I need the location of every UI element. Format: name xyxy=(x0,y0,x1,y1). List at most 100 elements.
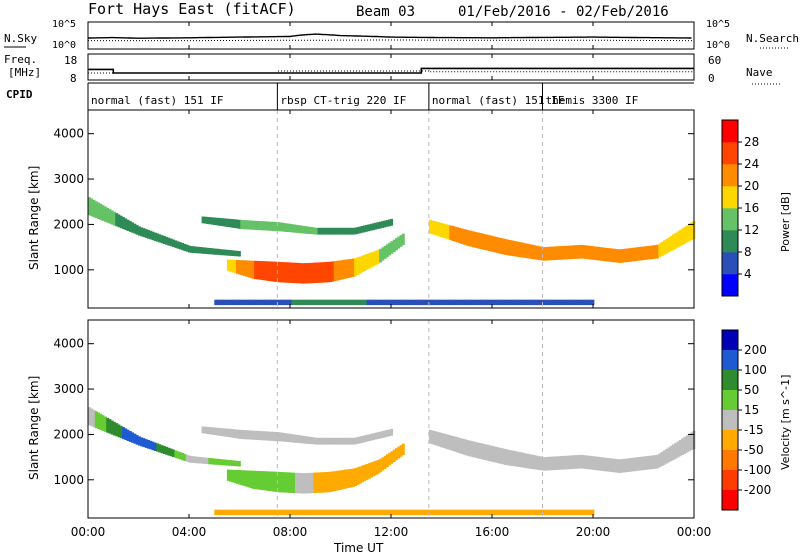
data-cell xyxy=(488,235,491,252)
data-cell xyxy=(290,224,294,233)
data-cell xyxy=(452,299,456,306)
data-cell xyxy=(357,509,361,516)
data-cell xyxy=(219,428,223,436)
data-cell xyxy=(548,299,552,306)
data-cell xyxy=(402,509,406,516)
data-cell xyxy=(535,455,539,470)
data-cell xyxy=(391,299,395,306)
data-cell xyxy=(347,259,351,278)
data-cell xyxy=(660,241,664,256)
data-cell xyxy=(231,219,235,228)
data-cell xyxy=(380,509,383,516)
data-cell xyxy=(580,299,583,306)
data-cell xyxy=(286,262,289,283)
cpid-boundary-lines xyxy=(276,110,543,518)
data-cell xyxy=(510,240,514,256)
data-cell xyxy=(503,239,507,255)
data-cell xyxy=(388,452,392,466)
data-cell xyxy=(583,245,587,259)
data-cell xyxy=(451,226,455,241)
nsearch-tick-top: 10^5 xyxy=(706,19,730,30)
data-cell xyxy=(433,431,437,445)
data-cell xyxy=(441,299,445,306)
nave-label: Nave xyxy=(746,66,773,79)
data-cell xyxy=(503,449,507,465)
power-colorbar: 4 8 12 16 20 24 28 xyxy=(721,119,759,297)
velocity-colorbar-tick-label: 200 xyxy=(744,343,767,357)
data-cell xyxy=(215,217,219,226)
data-cell xyxy=(374,222,378,230)
data-cell xyxy=(249,260,253,279)
data-cell xyxy=(619,249,623,263)
data-cell xyxy=(197,456,200,464)
data-cell xyxy=(253,220,257,230)
data-cell xyxy=(110,210,114,225)
data-cell xyxy=(229,259,232,272)
data-cell xyxy=(610,248,614,263)
data-cell xyxy=(434,509,438,516)
data-cell xyxy=(628,458,632,472)
data-cell xyxy=(369,223,373,231)
data-cell xyxy=(665,238,669,254)
power-colorbar-label: Power [dB] xyxy=(779,192,792,252)
data-cell xyxy=(475,509,479,516)
data-cell xyxy=(490,235,494,252)
data-cell xyxy=(392,449,396,462)
data-cell xyxy=(662,240,666,255)
data-cell xyxy=(147,440,150,449)
data-cell xyxy=(313,262,317,283)
data-cell xyxy=(455,509,458,516)
data-cell xyxy=(243,509,247,516)
data-cell xyxy=(313,472,317,493)
data-cell xyxy=(375,509,379,516)
velocity-colorbar-swatch xyxy=(722,350,738,371)
data-cell xyxy=(566,509,570,516)
data-cell xyxy=(249,220,253,230)
nsky-line xyxy=(88,33,692,39)
y-tick-label: 2000 xyxy=(53,217,84,231)
data-cell xyxy=(547,246,550,261)
data-cell xyxy=(402,299,406,306)
data-cell xyxy=(548,509,552,516)
data-cell xyxy=(608,458,612,472)
data-cell xyxy=(380,299,383,306)
data-cell xyxy=(395,448,398,461)
data-cell xyxy=(347,469,351,488)
data-cell xyxy=(425,509,429,516)
data-cell xyxy=(400,299,404,306)
data-cell xyxy=(565,245,569,260)
data-cell xyxy=(396,509,399,516)
data-cell xyxy=(523,509,527,516)
data-cell xyxy=(199,247,203,254)
data-cell xyxy=(542,457,546,471)
data-cell xyxy=(463,229,466,245)
data-cell xyxy=(388,219,391,227)
data-cell xyxy=(272,221,275,231)
data-cell xyxy=(297,435,300,443)
data-cell xyxy=(449,225,453,241)
data-cell xyxy=(393,509,397,516)
data-cell xyxy=(523,299,527,306)
data-cell xyxy=(569,455,573,470)
data-cell xyxy=(273,299,277,306)
data-cell xyxy=(333,437,337,445)
data-cell xyxy=(299,473,303,494)
data-cell xyxy=(224,249,228,256)
data-cell xyxy=(208,458,212,465)
data-cell xyxy=(316,299,320,306)
data-cell xyxy=(398,509,402,516)
data-cell xyxy=(525,299,529,306)
data-cell xyxy=(533,245,537,260)
data-cell xyxy=(348,299,352,306)
data-cell xyxy=(133,433,137,444)
data-cell xyxy=(363,464,367,482)
data-cell xyxy=(281,472,285,493)
data-cell xyxy=(642,456,646,471)
data-cell xyxy=(349,227,353,235)
data-cell xyxy=(365,224,369,232)
data-cell xyxy=(581,454,584,469)
data-cell xyxy=(248,299,252,306)
data-cell xyxy=(443,299,447,306)
data-cell xyxy=(658,453,662,468)
